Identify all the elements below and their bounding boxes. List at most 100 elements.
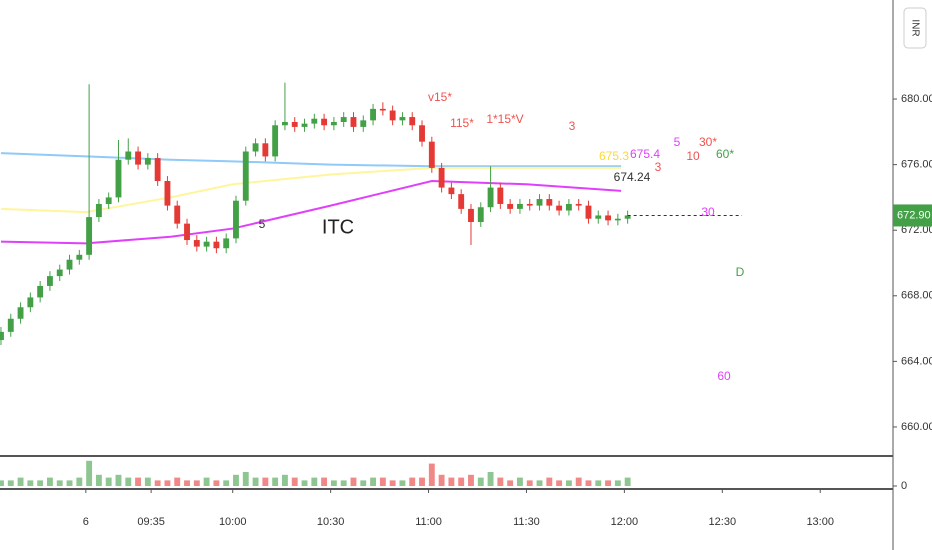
- symbol-label: ITC: [322, 216, 354, 238]
- volume-bar: [507, 480, 514, 486]
- candle-body: [242, 151, 249, 201]
- volume-bar: [536, 480, 543, 486]
- volume-bar: [595, 480, 602, 486]
- candle-body: [262, 143, 269, 157]
- volume-bar: [556, 480, 563, 486]
- volume-bar: [497, 477, 504, 486]
- volume-bar: [330, 480, 337, 486]
- volume-bar: [105, 477, 112, 486]
- volume-bar: [301, 480, 308, 486]
- moving-average: [0, 180, 622, 245]
- y-tick-label: 672.00: [901, 224, 932, 236]
- volume-bar: [17, 477, 24, 486]
- candle-body: [585, 205, 592, 219]
- volume-bar: [95, 474, 102, 486]
- annotation: 115*: [450, 116, 474, 130]
- volume-bar: [135, 477, 141, 486]
- annotation: 675.4: [630, 147, 660, 161]
- annotation: 5: [259, 217, 266, 231]
- candle-body: [605, 215, 611, 221]
- candle-body: [428, 141, 435, 168]
- currency-button[interactable]: [903, 7, 927, 49]
- candle-body: [164, 181, 171, 206]
- volume-bar: [340, 480, 347, 486]
- volume-bar: [233, 474, 239, 486]
- last-price-label: 672.90: [897, 209, 931, 221]
- candle-body: [301, 123, 308, 127]
- x-tick-label: 13:00: [806, 516, 834, 528]
- volume-bar: [154, 480, 161, 486]
- y-tick-label: 680.00: [901, 93, 932, 105]
- x-tick-label: 6: [83, 516, 89, 528]
- volume-bar: [614, 480, 621, 486]
- volume-bar: [242, 472, 249, 486]
- volume-bar: [438, 474, 445, 486]
- candle-body: [223, 238, 230, 249]
- volume-bar: [125, 477, 132, 486]
- candle-body: [272, 125, 279, 157]
- y-tick-label: 664.00: [901, 355, 932, 367]
- candle-body: [379, 108, 386, 111]
- moving-average: [0, 152, 622, 168]
- candle-body: [311, 118, 318, 124]
- candle-body: [448, 187, 455, 195]
- x-tick-label: 11:00: [415, 516, 442, 528]
- candle-body: [37, 285, 44, 298]
- volume-bar: [115, 474, 122, 486]
- candle-body: [321, 118, 328, 126]
- candle-body: [115, 159, 122, 198]
- volume-bar: [27, 480, 34, 486]
- y-tick-label: 668.00: [901, 290, 932, 302]
- volume-bar: [184, 480, 190, 486]
- candle-body: [135, 151, 141, 165]
- volume-bar: [174, 477, 181, 486]
- x-tick-label: 10:30: [317, 516, 345, 528]
- volume-bar: [193, 480, 200, 486]
- volume-bar: [360, 480, 367, 486]
- y-tick-label: 676.00: [901, 159, 932, 171]
- volume-bar: [517, 477, 523, 486]
- candle-body: [458, 194, 465, 209]
- volume-bar: [144, 477, 151, 486]
- volume-bar: [47, 477, 53, 486]
- candle-body: [154, 158, 161, 182]
- candle-body: [184, 223, 190, 241]
- candle-body: [56, 269, 63, 277]
- volume-bar: [0, 480, 4, 486]
- candle-body: [575, 203, 582, 206]
- x-tick-label: 09:35: [137, 516, 165, 528]
- candle-body: [468, 208, 474, 223]
- annotation: 30: [701, 205, 715, 219]
- candle-body: [360, 120, 367, 127]
- candle-body: [614, 218, 621, 221]
- volume-bar: [458, 477, 465, 486]
- volume-bar: [203, 477, 210, 486]
- candle-body: [477, 207, 484, 223]
- candle-body: [174, 205, 181, 224]
- volume-bar: [477, 477, 484, 486]
- volume-bar: [213, 480, 220, 486]
- volume-bar: [448, 477, 455, 486]
- candle-body: [487, 187, 494, 208]
- currency-label[interactable]: INR: [909, 19, 920, 36]
- candle-body: [517, 203, 523, 209]
- candle-body: [193, 240, 200, 247]
- volume-bar: [223, 480, 230, 486]
- volume-bar: [262, 477, 269, 486]
- volume-bar: [37, 480, 44, 486]
- volume-bar: [272, 477, 279, 486]
- volume-bar: [311, 477, 318, 486]
- candle-body: [409, 117, 416, 126]
- candle-body: [105, 197, 112, 204]
- candle-body: [17, 307, 24, 319]
- volume-bar: [428, 463, 435, 486]
- volume-bar: [389, 480, 396, 486]
- candle-body: [370, 108, 376, 121]
- candle-body: [350, 117, 357, 127]
- volume-bar: [164, 480, 171, 486]
- last-price-box: [893, 204, 932, 227]
- annotation: 60: [717, 369, 731, 383]
- volume-bar: [605, 480, 611, 486]
- candle-body: [47, 276, 53, 286]
